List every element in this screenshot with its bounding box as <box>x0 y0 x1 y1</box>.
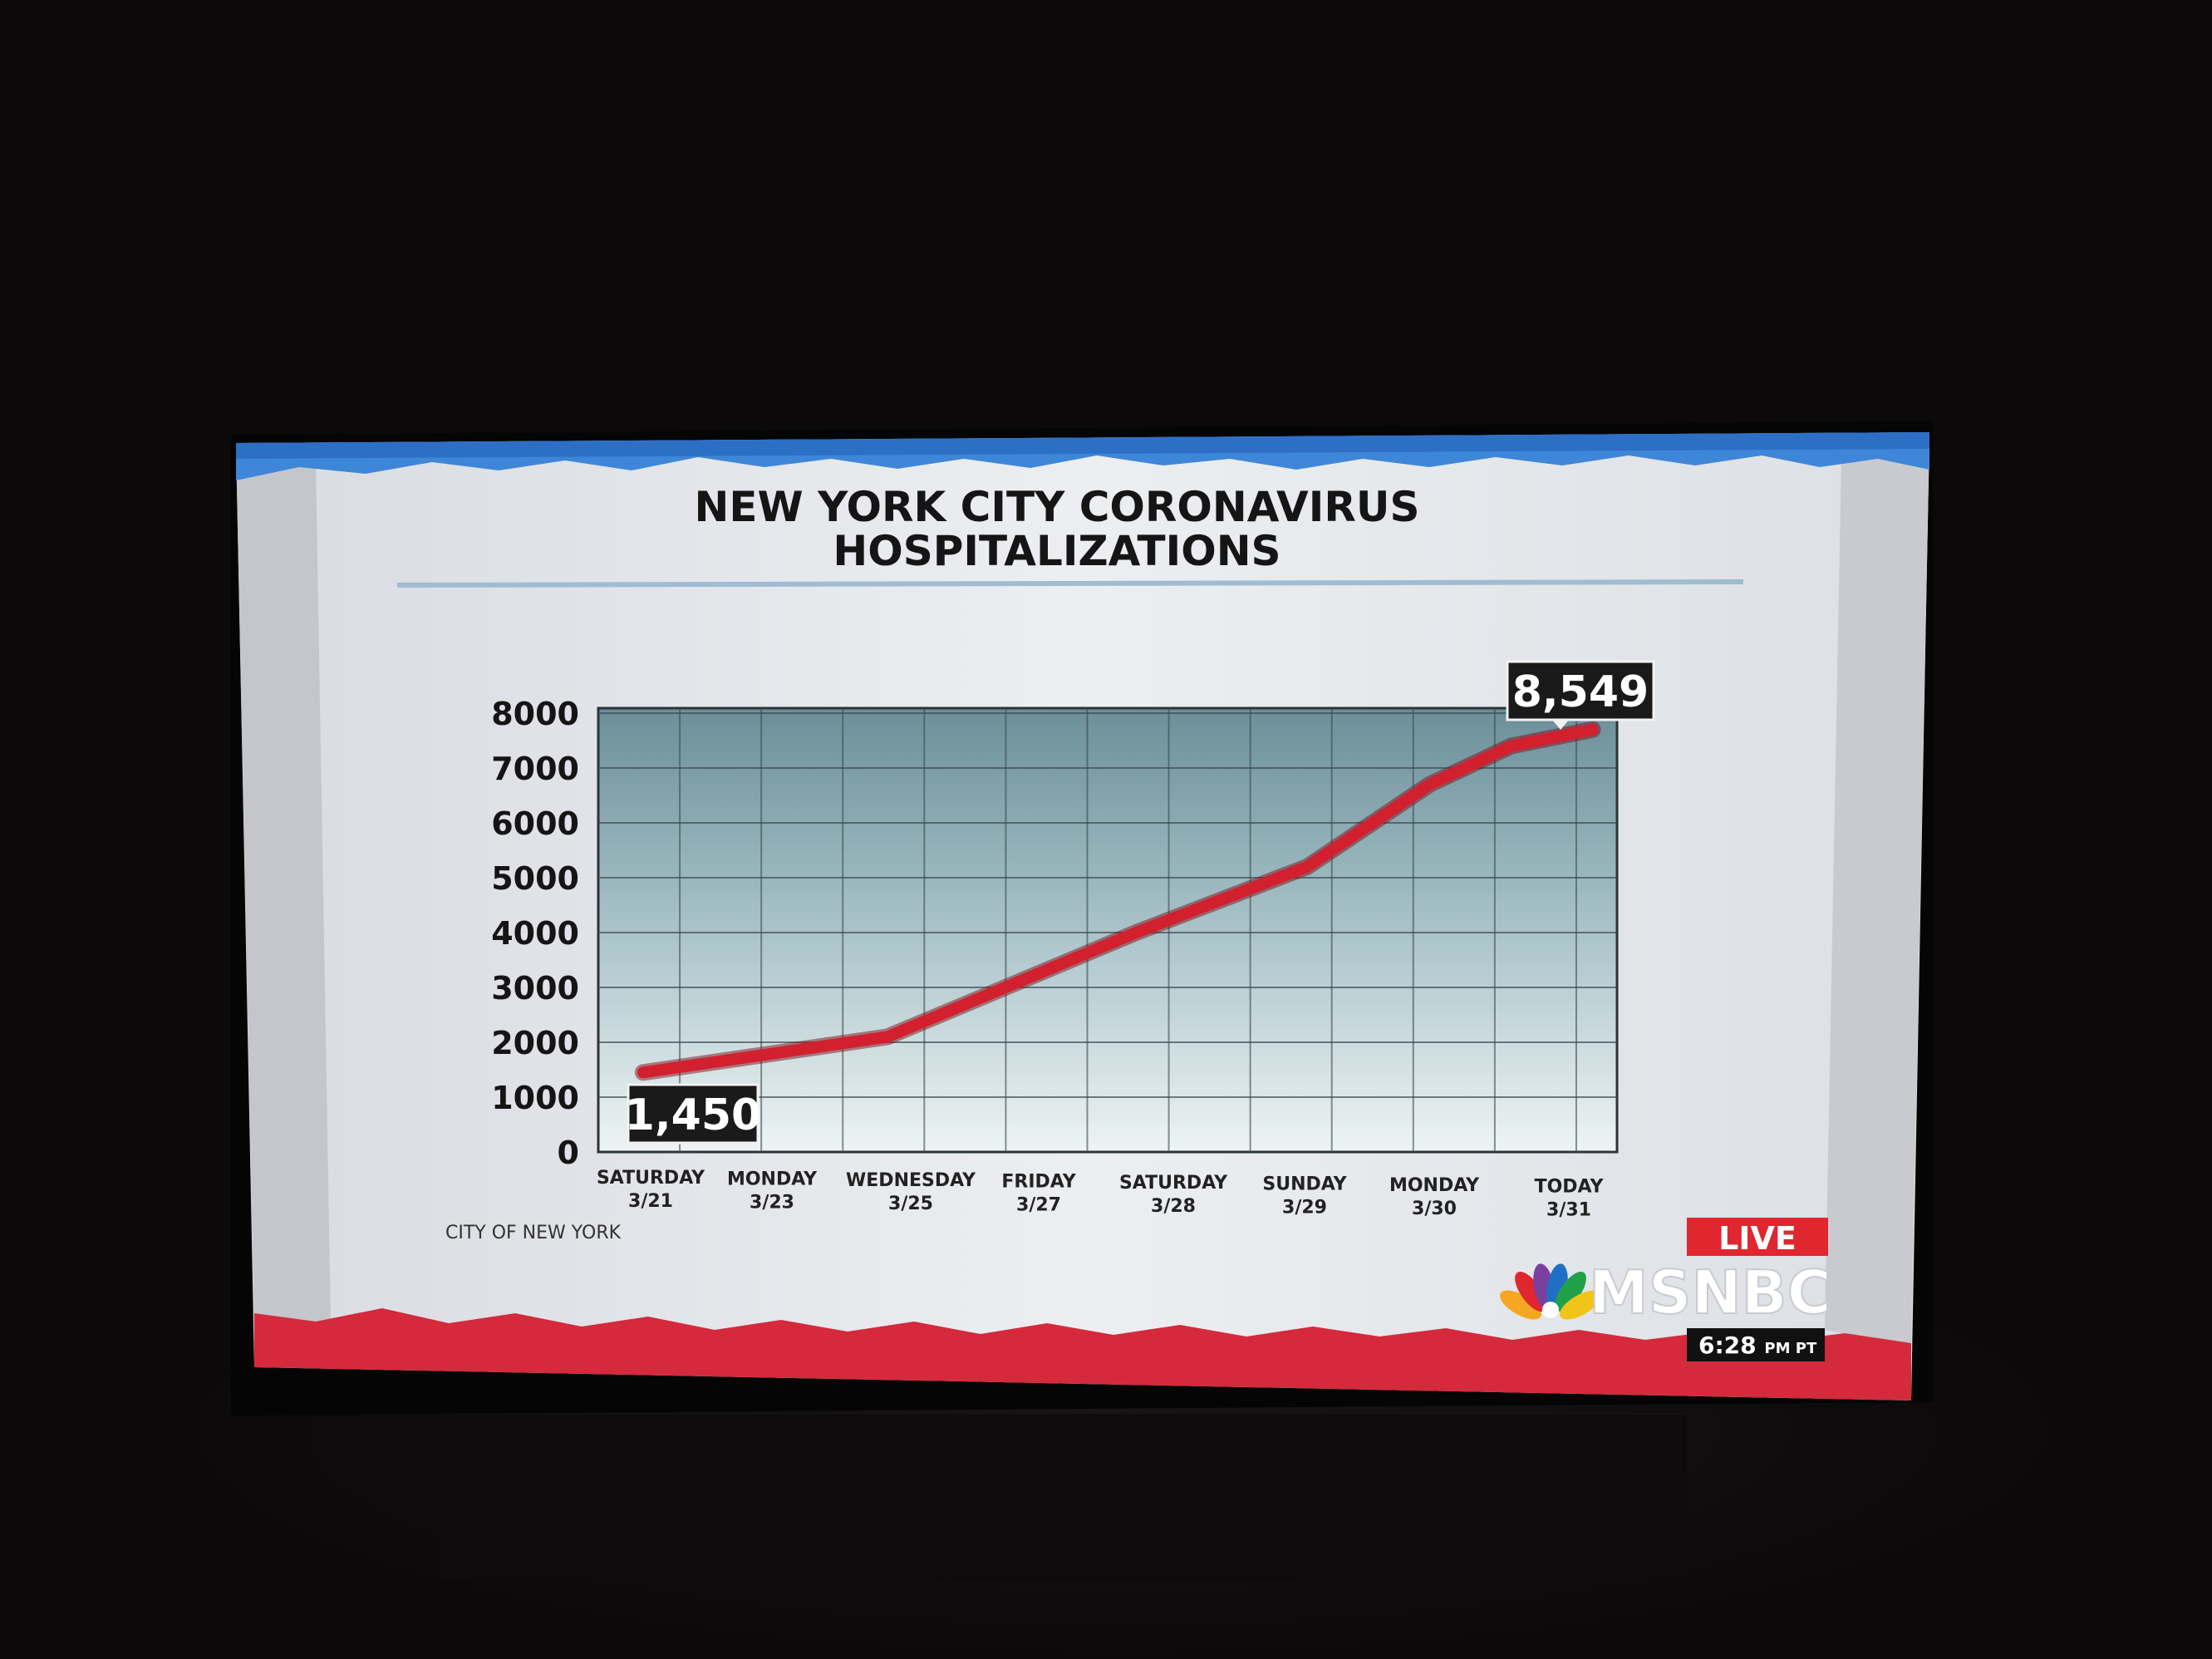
x-tick-date: 3/31 <box>1546 1200 1591 1221</box>
end-value-label: 8,549 <box>1512 667 1649 717</box>
left-side-panel <box>236 449 331 1330</box>
y-tick-label: 5000 <box>491 860 579 897</box>
series-point <box>885 1034 890 1039</box>
time-suffix: PM PT <box>1764 1340 1817 1357</box>
time-value: 6:28 <box>1698 1332 1757 1359</box>
y-axis-ticks: 0 1000 2000 3000 4000 5000 6000 7000 8000 <box>491 696 579 1171</box>
series-point <box>641 1070 646 1075</box>
x-tick-date: 3/23 <box>750 1193 794 1213</box>
series-point <box>1508 744 1513 749</box>
source-label: CITY OF NEW YORK <box>445 1223 622 1243</box>
x-tick-day: FRIDAY <box>1001 1172 1076 1193</box>
series-point <box>1427 782 1432 787</box>
x-tick-date: 3/29 <box>1282 1198 1327 1218</box>
x-tick-day: SUNDAY <box>1262 1174 1347 1195</box>
series-point <box>1305 864 1310 869</box>
x-tick-date: 3/30 <box>1412 1199 1457 1219</box>
right-side-panel <box>1825 441 1929 1346</box>
network-logo: MSNBC <box>1589 1258 1831 1327</box>
chart-subtitle: HOSPITALIZATIONS <box>833 527 1281 575</box>
series-point <box>1590 727 1595 732</box>
y-tick-label: 2000 <box>491 1025 579 1061</box>
x-tick-day: SATURDAY <box>1119 1173 1228 1194</box>
x-tick-date: 3/28 <box>1151 1196 1196 1217</box>
y-tick-label: 0 <box>558 1135 579 1171</box>
live-label: LIVE <box>1718 1220 1797 1257</box>
title-divider <box>397 582 1743 585</box>
y-tick-label: 6000 <box>491 805 579 842</box>
x-tick-day: MONDAY <box>727 1169 818 1190</box>
x-tick-date: 3/21 <box>628 1191 673 1212</box>
series-point <box>1133 930 1138 935</box>
y-tick-label: 4000 <box>491 915 579 952</box>
x-tick-day: TODAY <box>1535 1177 1605 1198</box>
x-tick-day: MONDAY <box>1389 1175 1480 1196</box>
x-tick-day: WEDNESDAY <box>846 1170 976 1191</box>
start-value-label: 1,450 <box>625 1090 761 1140</box>
chart-title: NEW YORK CITY CORONAVIRUS <box>695 483 1420 531</box>
x-tick-day: SATURDAY <box>597 1168 705 1189</box>
x-tick-date: 3/27 <box>1016 1195 1061 1216</box>
y-tick-label: 3000 <box>491 970 579 1007</box>
y-tick-label: 8000 <box>491 696 579 732</box>
y-tick-label: 1000 <box>491 1080 579 1116</box>
y-tick-label: 7000 <box>491 751 579 787</box>
x-tick-date: 3/25 <box>888 1194 933 1214</box>
